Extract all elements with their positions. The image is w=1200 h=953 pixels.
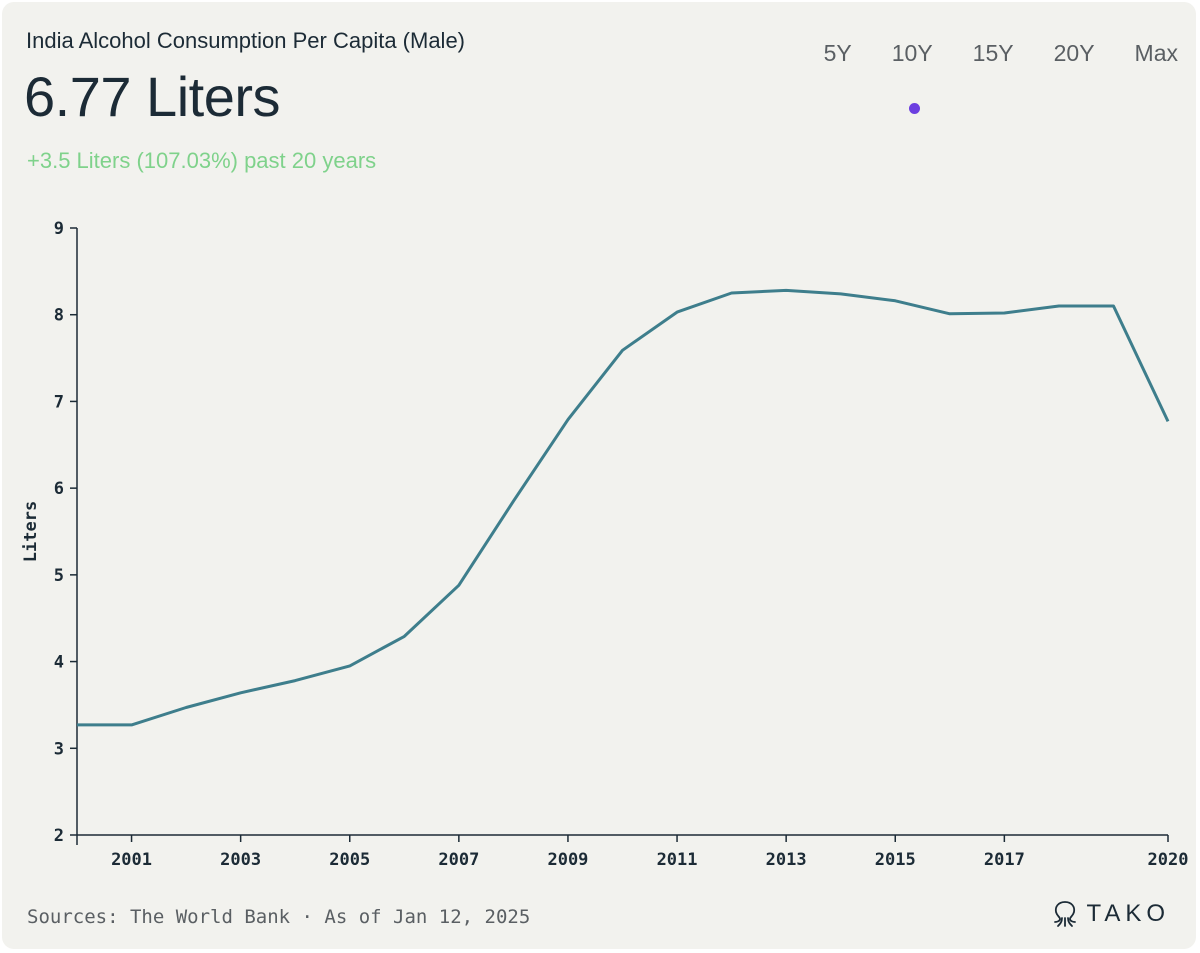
change-summary: +3.5 Liters (107.03%) past 20 years [27, 148, 377, 173]
series-line [77, 288, 1170, 727]
x-tick-label: 2011 [657, 850, 698, 870]
x-tick-label: 2003 [220, 850, 261, 870]
x-tick-label: 2009 [547, 850, 588, 870]
y-tick-label: 5 [54, 566, 64, 586]
source-note: Sources: The World Bank · As of Jan 12, … [27, 906, 531, 928]
tako-logo[interactable]: TAKO [1052, 900, 1170, 928]
y-tick-label: 6 [54, 479, 64, 499]
y-tick-label: 7 [54, 392, 64, 412]
range-selector: 5Y 10Y 15Y 20Y Max [784, 40, 1178, 67]
current-value: 6.77 Liters [24, 65, 281, 128]
range-5y-button[interactable]: 5Y [823, 40, 852, 66]
y-tick-label: 3 [54, 739, 64, 759]
range-10y-button[interactable]: 10Y [891, 40, 933, 66]
active-range-indicator [909, 103, 920, 114]
y-tick-label: 8 [54, 306, 64, 326]
axes: 2 3 4 5 6 7 8 9 2001 2003 2005 2007 2009 2011 2013 2015… [54, 219, 1189, 870]
x-tick-label: 2005 [329, 850, 370, 870]
y-axis-title: Liters [21, 501, 41, 562]
x-tick-label: 2015 [875, 850, 916, 870]
y-tick-label: 4 [54, 653, 64, 673]
x-tick-label: 2001 [111, 850, 152, 870]
x-tick-label: 2020 [1148, 850, 1189, 870]
range-max-button[interactable]: Max [1134, 40, 1178, 66]
x-tick-label: 2017 [984, 850, 1025, 870]
y-tick-label: 9 [54, 219, 64, 239]
tako-octopus-icon [1054, 901, 1077, 927]
logo-text: TAKO [1086, 900, 1170, 927]
y-tick-label: 2 [54, 826, 64, 846]
x-tick-label: 2007 [438, 850, 479, 870]
range-15y-button[interactable]: 15Y [972, 40, 1014, 66]
x-tick-label: 2013 [766, 850, 807, 870]
range-20y-button[interactable]: 20Y [1053, 40, 1095, 66]
chart-title: India Alcohol Consumption Per Capita (Ma… [26, 28, 466, 53]
